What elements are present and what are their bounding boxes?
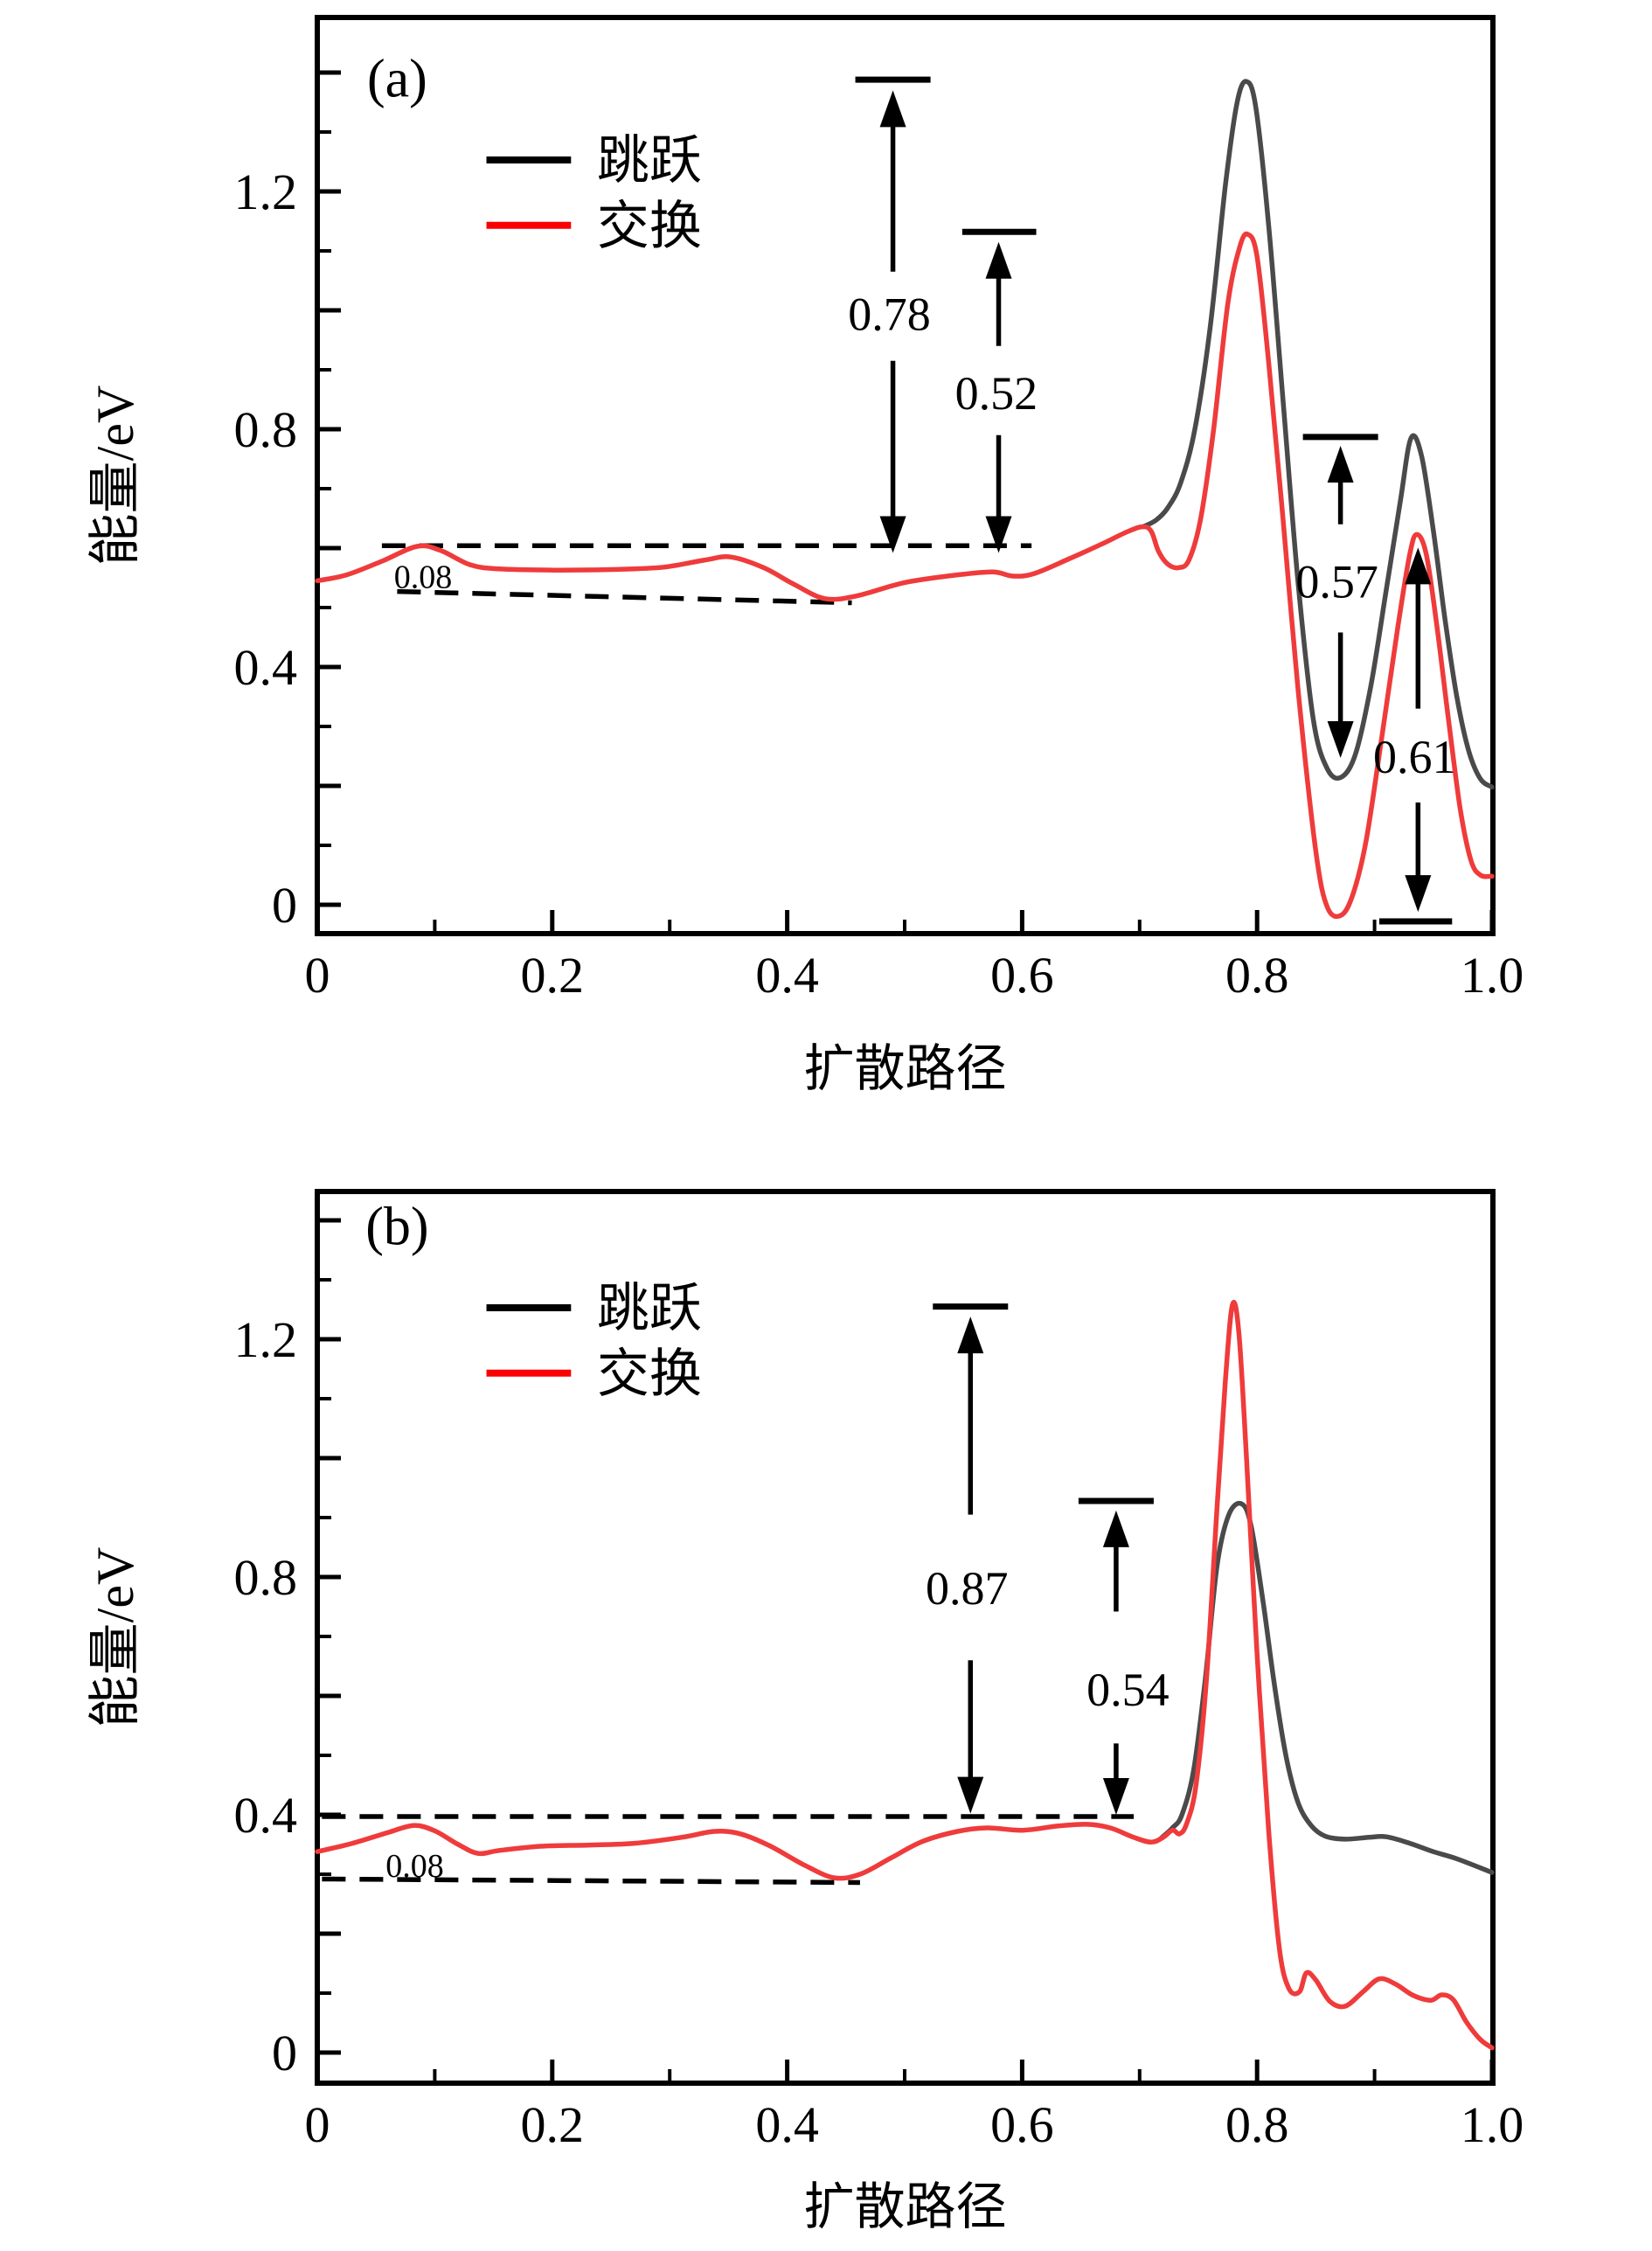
- x-tick-label-b: 0.6: [990, 2096, 1054, 2153]
- y-axis-title-b: 能量/eV: [87, 1547, 144, 1728]
- legend-label-b-0: 跳跃: [597, 1280, 702, 1337]
- x-tick-label-a: 0.6: [990, 947, 1054, 1004]
- x-tick-label-b: 0.2: [521, 2096, 585, 2153]
- down-arrowhead-icon: [985, 516, 1012, 553]
- hop-curve-b: [1158, 1500, 1495, 1875]
- y-tick-label-b: 0.4: [234, 1787, 298, 1844]
- plot-box-a: [315, 15, 1496, 936]
- exchange-curve-a: [315, 231, 1495, 920]
- y-tick-label-a: 0.4: [234, 639, 298, 696]
- y-tick-label-b: 1.2: [234, 1311, 298, 1368]
- dashed-ref-a-1: [397, 588, 852, 606]
- plot-box-b: [315, 1189, 1496, 2086]
- y-tick-label-a: 0: [272, 877, 297, 934]
- x-tick-label-a: 0.8: [1225, 947, 1289, 1004]
- x-tick-label-b: 0.8: [1225, 2096, 1289, 2153]
- y-axis-title-a: 能量/eV: [87, 386, 144, 566]
- up-arrowhead-icon: [985, 241, 1012, 279]
- x-axis-title-a: 扩散路径: [803, 1040, 1006, 1097]
- y-tick-label-b: 0.8: [234, 1549, 298, 1606]
- down-arrowhead-icon: [879, 516, 906, 553]
- barrier-value-0.87: 0.87: [926, 1562, 1009, 1615]
- legend-label-b-1: 交换: [597, 1345, 702, 1403]
- y-tick-label-a: 0.8: [234, 401, 298, 458]
- up-arrowhead-icon: [879, 90, 906, 128]
- x-tick-label-a: 0.2: [521, 947, 585, 1004]
- x-tick-label-a: 1.0: [1461, 947, 1524, 1004]
- barrier-value-0.52: 0.52: [955, 367, 1038, 420]
- barrier-value-0.61: 0.61: [1373, 731, 1456, 783]
- down-arrowhead-icon: [1327, 721, 1354, 759]
- x-tick-label-a: 0: [305, 947, 330, 1004]
- barrier-value-0.54: 0.54: [1086, 1664, 1170, 1716]
- down-arrowhead-icon: [957, 1776, 984, 1814]
- x-tick-label-b: 0: [305, 2096, 330, 2153]
- barrier-value-0.78: 0.78: [848, 288, 931, 340]
- panel-letter-b: (b): [365, 1197, 428, 1256]
- up-arrowhead-icon: [1327, 446, 1354, 483]
- up-arrowhead-icon: [1405, 547, 1432, 585]
- x-tick-label-b: 0.4: [755, 2096, 819, 2153]
- y-tick-label-b: 0: [272, 2025, 297, 2081]
- panel-letter-a: (a): [367, 49, 427, 108]
- hop-curve-a: [1141, 79, 1495, 790]
- x-axis-title-b: 扩散路径: [803, 2178, 1006, 2235]
- barrier-value-0.57: 0.57: [1295, 555, 1378, 608]
- gap-label-b: 0.08: [385, 1848, 444, 1885]
- up-arrowhead-icon: [1102, 1510, 1129, 1547]
- dashed-ref-b-1: [322, 1876, 860, 1886]
- exchange-curve-b: [315, 1299, 1495, 2051]
- x-tick-label-b: 1.0: [1461, 2096, 1524, 2153]
- x-tick-label-a: 0.4: [755, 947, 819, 1004]
- legend-label-a-1: 交换: [597, 198, 702, 255]
- down-arrowhead-icon: [1102, 1778, 1129, 1815]
- down-arrowhead-icon: [1405, 875, 1432, 913]
- gap-label-a: 0.08: [394, 559, 453, 596]
- legend-label-a-0: 跳跃: [597, 132, 702, 190]
- y-tick-label-a: 1.2: [234, 163, 298, 220]
- up-arrowhead-icon: [957, 1317, 984, 1354]
